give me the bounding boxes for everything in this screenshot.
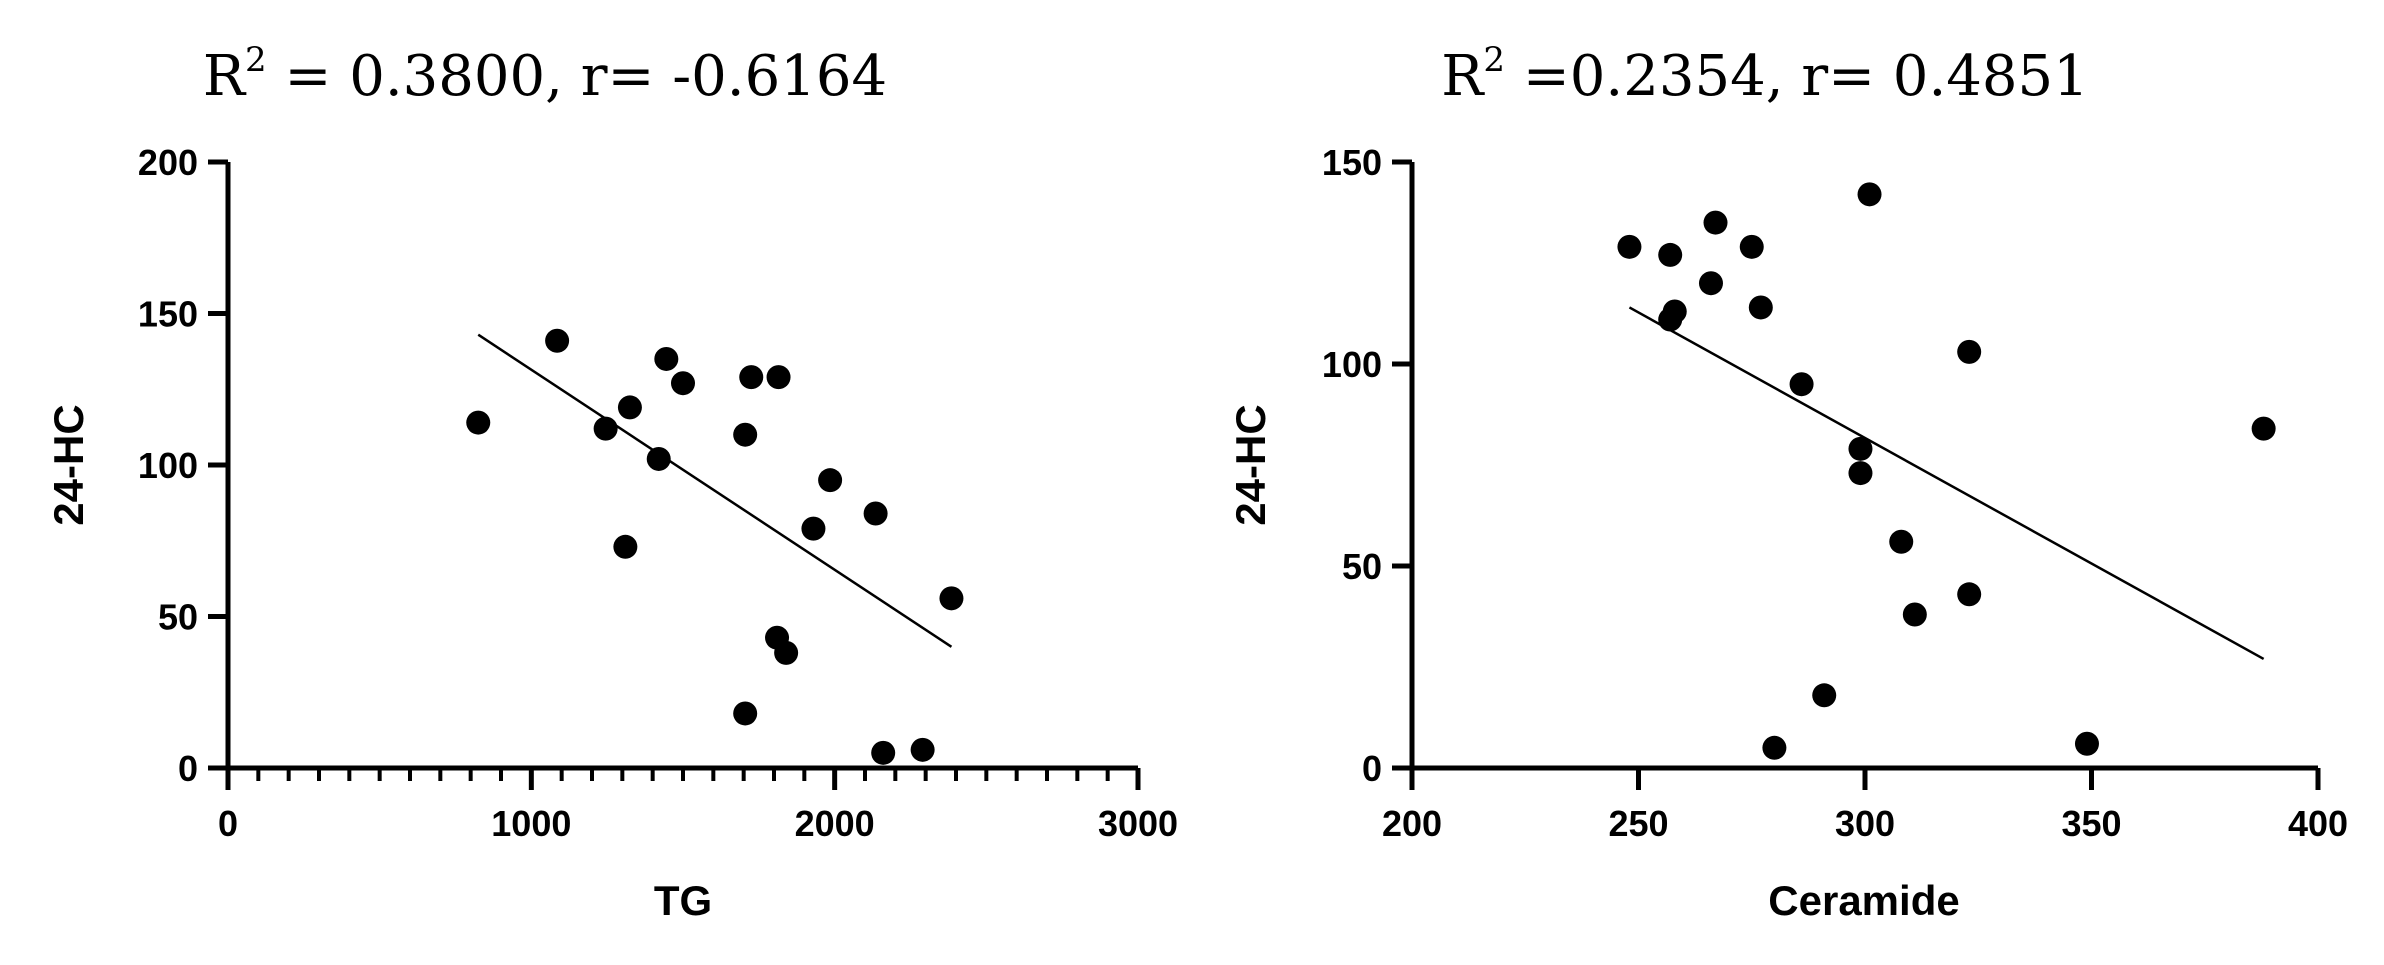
data-point (1957, 582, 1982, 607)
data-point (1848, 436, 1873, 461)
data-point (939, 586, 964, 611)
data-point (733, 701, 758, 726)
data-point (1857, 182, 1882, 207)
y-axis-label: 24-HC (45, 404, 92, 525)
data-point (818, 468, 843, 493)
data-point (766, 365, 791, 390)
x-tick-label: 3000 (1098, 803, 1178, 844)
data-point (466, 410, 491, 435)
y-tick-label: 200 (138, 142, 198, 183)
y-axis-label: 24-HC (1227, 404, 1274, 525)
chart-panel-ceramide: R2 =0.2354, r= 0.4851 Ceramide 24-HC 0 50… (1227, 40, 2348, 924)
x-tick-label: 1000 (491, 803, 571, 844)
data-point (1902, 602, 1927, 627)
data-point (1658, 242, 1683, 267)
x-tick-label: 300 (1835, 803, 1895, 844)
chart-panel-tg: R2 = 0.3800, r= -0.6164 TG 24-HC 0 50 100 1… (45, 40, 1178, 924)
x-tick-label: 250 (1608, 803, 1668, 844)
data-point (654, 346, 679, 371)
x-tick-label: 400 (2288, 803, 2348, 844)
data-point (774, 640, 799, 665)
chart-title-superscript: 2 (245, 40, 267, 80)
x-tick-label: 200 (1382, 803, 1442, 844)
data-point (733, 422, 758, 447)
chart-title: R2 = 0.3800, r= -0.6164 (203, 40, 887, 109)
data-point (2074, 731, 2099, 756)
chart-title: R2 =0.2354, r= 0.4851 (1441, 40, 2089, 109)
data-point (671, 371, 695, 396)
x-tick-label: 2000 (795, 803, 875, 844)
x-axis-label: TG (654, 877, 712, 924)
y-tick-label: 0 (1362, 748, 1382, 789)
data-point (910, 737, 935, 762)
y-tick-label: 0 (178, 748, 198, 789)
data-point (1848, 461, 1873, 486)
y-tick-label: 150 (1322, 142, 1382, 183)
data-point (1762, 735, 1787, 760)
data-point (1957, 339, 1982, 364)
chart-title-main: R (203, 44, 247, 109)
data-point (545, 328, 570, 353)
regression-line (477, 333, 953, 648)
y-tick-label: 50 (158, 597, 198, 638)
data-point (646, 446, 671, 471)
x-axis-label: Ceramide (1768, 877, 1959, 924)
data-point (2251, 416, 2276, 441)
data-point (1698, 271, 1723, 296)
data-point (1662, 299, 1687, 324)
x-tick-label: 0 (218, 803, 238, 844)
data-point (1889, 529, 1914, 554)
data-point (801, 516, 826, 541)
data-point (593, 416, 618, 441)
data-point (871, 740, 896, 765)
chart-title-rest: =0.2354, r= 0.4851 (1505, 44, 2089, 109)
data-point (739, 365, 764, 390)
data-point (1748, 295, 1773, 320)
y-tick-label: 100 (138, 445, 198, 486)
data-point (1812, 683, 1837, 708)
y-tick-label: 150 (138, 294, 198, 335)
regression-line (1628, 306, 2265, 661)
data-point (1617, 234, 1642, 259)
data-point (613, 534, 638, 559)
data-point (1739, 234, 1764, 259)
y-tick-label: 100 (1322, 344, 1382, 385)
data-point (1789, 372, 1814, 397)
x-tick-label: 350 (2061, 803, 2121, 844)
y-tick-label: 50 (1342, 546, 1382, 587)
data-point (617, 395, 642, 420)
data-point (863, 501, 888, 526)
chart-title-rest: = 0.3800, r= -0.6164 (267, 44, 887, 109)
chart-title-main: R (1441, 44, 1485, 109)
chart-title-superscript: 2 (1483, 40, 1505, 80)
data-point (1703, 210, 1728, 235)
